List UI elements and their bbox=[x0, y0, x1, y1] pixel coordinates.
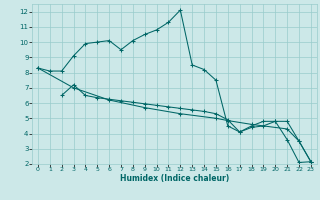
X-axis label: Humidex (Indice chaleur): Humidex (Indice chaleur) bbox=[120, 174, 229, 183]
